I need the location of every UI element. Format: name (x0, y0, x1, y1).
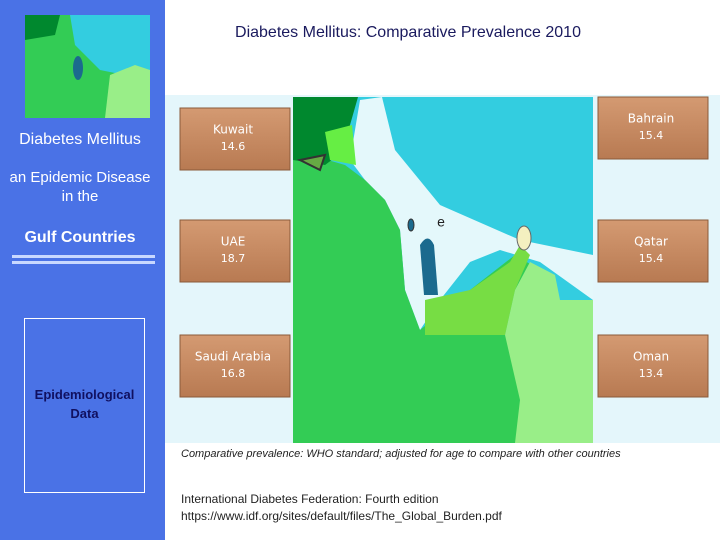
country-prevalence: 18.7 (221, 252, 246, 265)
country-box (597, 96, 709, 160)
country-name: Oman (633, 350, 669, 364)
map-label: e (437, 214, 445, 230)
source-line: International Diabetes Federation: Fourt… (181, 492, 439, 506)
stripe (12, 261, 155, 264)
country-prevalence: 13.4 (639, 367, 664, 380)
country-box (597, 334, 709, 398)
country-prevalence: 14.6 (221, 140, 246, 153)
label-box (24, 318, 145, 493)
country-name: UAE (221, 235, 246, 249)
sidebar-heading: Diabetes Mellitus (19, 131, 141, 148)
country-prevalence: 15.4 (639, 252, 664, 265)
footnote: Comparative prevalence: WHO standard; ad… (181, 448, 621, 460)
sidebar-subheading: an Epidemic Disease in the (9, 169, 151, 205)
source-url: https://www.idf.org/sites/default/files/… (181, 509, 503, 523)
sidebar-region: Gulf Countries (24, 229, 135, 246)
sidebar-subheading-box: an Epidemic Disease in the (9, 169, 151, 205)
country-name: Qatar (634, 235, 668, 249)
title: Diabetes Mellitus: Comparative Prevalenc… (235, 24, 581, 41)
box-label: Epidemiological Data (34, 387, 135, 421)
country-boxes: Kuwait 14.6 Bahrain 15.4 UAE 18.7 Qatar 15.4 Sau… (179, 96, 709, 398)
country-name: Saudi Arabia (195, 350, 271, 364)
stripe (12, 255, 155, 258)
label-box-text: Epidemiological Data (34, 387, 135, 421)
country-box (179, 107, 291, 171)
country-box (179, 219, 291, 283)
country-prevalence: 16.8 (221, 367, 246, 380)
country-name: Kuwait (213, 123, 253, 137)
country-name: Bahrain (628, 112, 674, 126)
country-prevalence: 15.4 (639, 129, 664, 142)
country-box (179, 334, 291, 398)
thumbnail-map (25, 15, 150, 118)
country-box (597, 219, 709, 283)
gulf-map (293, 97, 593, 443)
